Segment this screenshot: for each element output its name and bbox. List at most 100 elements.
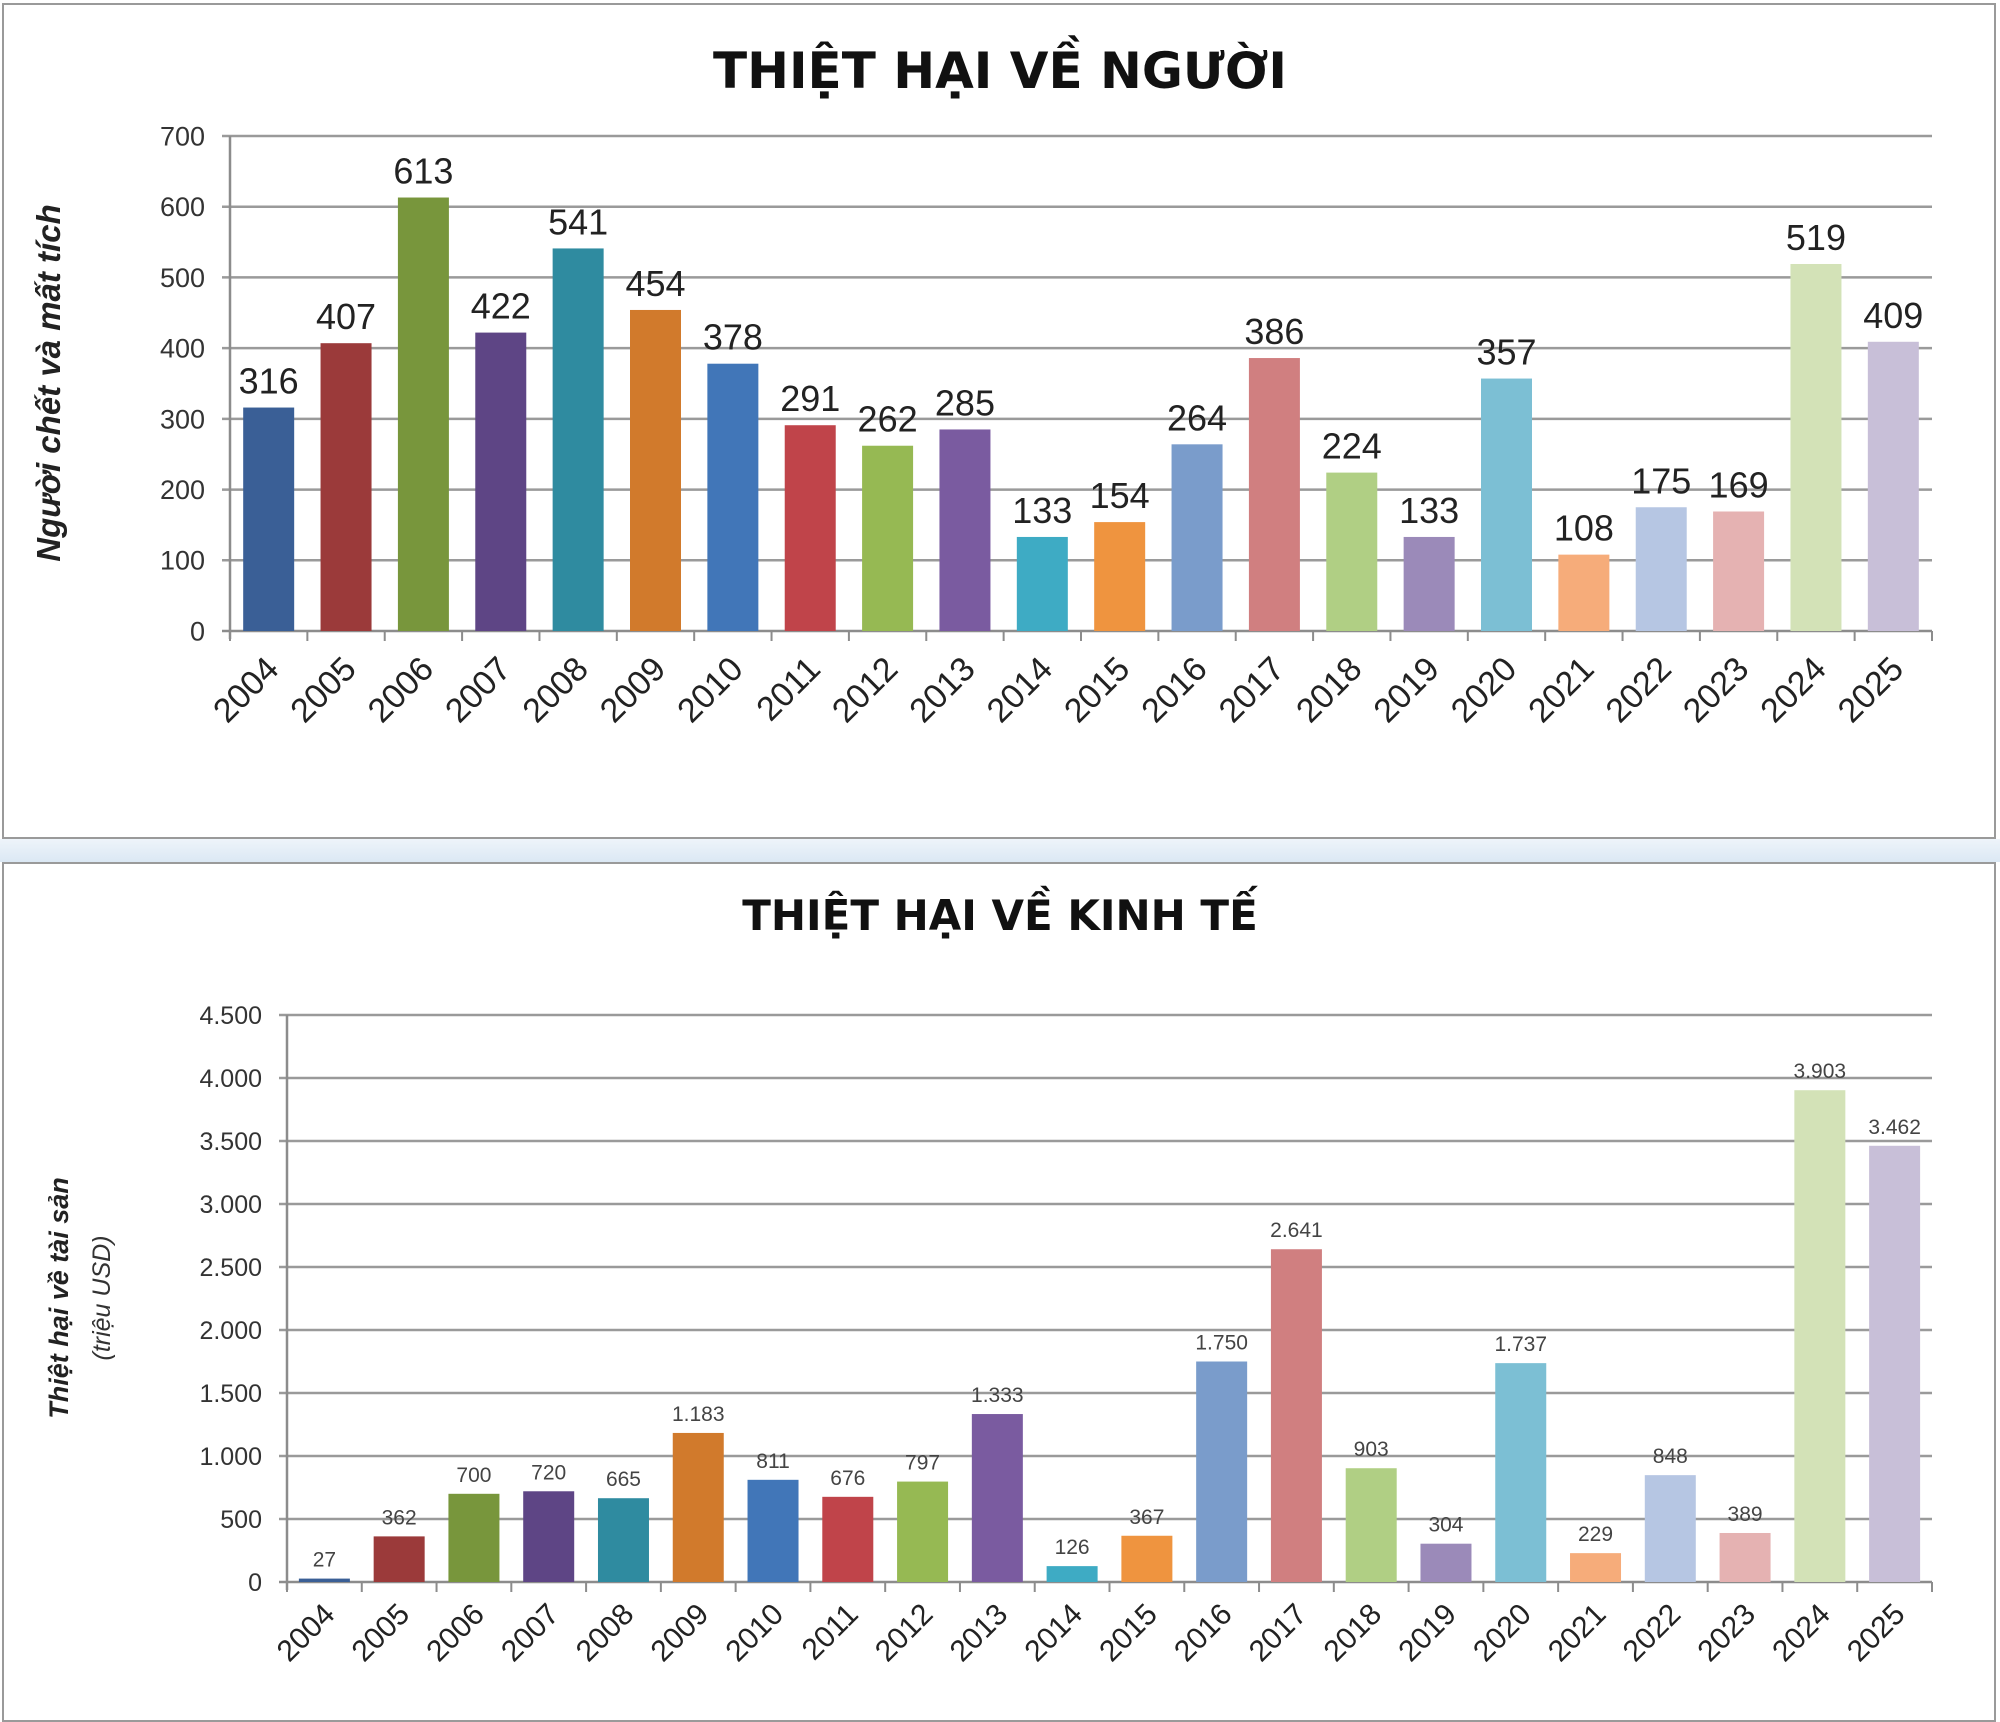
chart-1-data-label: 407 [316, 296, 376, 337]
chart-2-data-label: 811 [756, 1450, 789, 1473]
chart-2-y-tick-label: 1.500 [199, 1380, 262, 1408]
chart-1-data-label: 519 [1786, 217, 1846, 258]
chart-2-bar-2008 [597, 1498, 649, 1582]
chart-2-x-tick-label: 2017 [1243, 1598, 1314, 1669]
chart-1-data-label: 262 [858, 399, 918, 440]
chart-1-x-tick-label: 2022 [1599, 650, 1679, 730]
chart-1-y-axis-label: Người chết và mất tích [30, 204, 67, 561]
chart-2-data-label: 304 [1428, 1514, 1463, 1537]
chart-2-bar-2012 [897, 1481, 949, 1582]
chart-1-bar-2011 [784, 425, 836, 631]
chart-2-x-tick-label: 2015 [1093, 1598, 1164, 1669]
chart-2-x-tick-label: 2018 [1318, 1598, 1389, 1669]
panel-separator [0, 839, 2000, 862]
chart-1-x-tick-label: 2016 [1134, 650, 1214, 730]
chart-1-data-label: 264 [1167, 397, 1227, 438]
chart-1-y-tick-label: 300 [160, 404, 205, 434]
chart-1-x-tick-label: 2025 [1831, 650, 1911, 730]
chart-1-y-tick-label: 400 [160, 334, 205, 364]
chart-2-data-label: 720 [531, 1461, 566, 1484]
chart-1-bar-2005 [320, 343, 372, 631]
chart-2-data-label: 665 [606, 1468, 641, 1491]
chart-1-x-tick-label: 2008 [515, 650, 595, 730]
chart-1-bar-2014 [1016, 536, 1068, 631]
chart-2-bar-2006 [448, 1493, 500, 1582]
chart-1-title: THIỆT HẠI VỀ NGƯỜI [713, 35, 1287, 100]
chart-2-x-tick-label: 2025 [1841, 1598, 1912, 1669]
chart-2-data-label: 1.750 [1195, 1332, 1248, 1355]
chart-2-data-label: 848 [1653, 1445, 1688, 1468]
chart-1-data-label: 613 [393, 151, 453, 192]
chart-2-x-tick-label: 2021 [1542, 1598, 1613, 1669]
chart-1-y-tick-label: 500 [160, 263, 205, 293]
chart-2-bar-2015 [1121, 1535, 1173, 1582]
chart-1-bar-2019 [1403, 536, 1455, 631]
chart-2-bar-2021 [1570, 1553, 1622, 1582]
chart-2-data-label: 126 [1055, 1536, 1090, 1559]
chart-1-data-label: 357 [1476, 332, 1536, 373]
chart-1-x-tick-label: 2005 [283, 650, 363, 730]
chart-2-x-tick-label: 2014 [1019, 1598, 1090, 1669]
chart-1-bar-2007 [475, 332, 527, 631]
chart-2-y-tick-label: 4.500 [199, 1002, 262, 1030]
chart-1-bar-2021 [1558, 554, 1610, 631]
chart-1-x-tick-label: 2014 [980, 650, 1060, 730]
chart-2-bar-2009 [672, 1432, 724, 1582]
chart-1-data-label: 378 [703, 317, 763, 358]
chart-1-data-label: 285 [935, 382, 995, 423]
chart-1-x-tick-label: 2007 [438, 650, 518, 730]
chart-1-data-label: 409 [1863, 295, 1923, 336]
chart-1-x-tick-label: 2018 [1289, 650, 1369, 730]
chart-2-x-tick-label: 2020 [1467, 1598, 1538, 1669]
chart-2-data-label: 1.183 [672, 1403, 725, 1426]
chart-1-x-tick-label: 2024 [1753, 650, 1833, 730]
chart-2-bar-2004 [298, 1578, 350, 1582]
chart-2-bar-2011 [822, 1496, 874, 1582]
chart-2-y-tick-label: 4.000 [199, 1065, 262, 1093]
chart-1-data-label: 316 [239, 361, 299, 402]
chart-2-data-label: 229 [1578, 1523, 1613, 1546]
chart-1-bar-2004 [243, 407, 295, 631]
chart-2-x-tick-label: 2016 [1168, 1598, 1239, 1669]
chart-1-x-tick-label: 2012 [825, 650, 905, 730]
chart-1-bar-2008 [552, 248, 604, 631]
chart-2-x-tick-label: 2023 [1691, 1598, 1762, 1669]
chart-1-data-label: 108 [1554, 508, 1614, 549]
chart-1-x-tick-label: 2009 [593, 650, 673, 730]
chart-2-y-tick-label: 3.500 [199, 1128, 262, 1156]
chart-1-bar-2017 [1248, 358, 1300, 631]
chart-2-x-tick-label: 2011 [796, 1598, 865, 1667]
chart-2-data-label: 700 [456, 1464, 491, 1487]
chart-2-x-tick-label: 2013 [944, 1598, 1015, 1669]
chart-1-data-label: 133 [1012, 490, 1072, 531]
chart-2-bar-2025 [1869, 1145, 1921, 1582]
chart-2-y-tick-label: 2.000 [199, 1317, 262, 1345]
chart-2-x-tick-label: 2012 [869, 1598, 940, 1669]
chart-2-bar-2014 [1046, 1566, 1098, 1582]
chart-1-y-tick-label: 200 [160, 475, 205, 505]
chart-2-title: THIỆT HẠI VỀ KINH TẾ [742, 885, 1258, 940]
chart-1-bar-2009 [630, 309, 681, 631]
chart-2-bar-2018 [1345, 1468, 1397, 1582]
chart-1-bar-2013 [939, 429, 991, 631]
chart-1-bar-2010 [707, 363, 759, 631]
chart-2-x-tick-label: 2010 [719, 1598, 790, 1669]
chart-1-bar-2016 [1171, 444, 1223, 631]
chart-2-data-label: 389 [1728, 1503, 1763, 1526]
chart-1-data-label: 454 [625, 263, 685, 304]
chart-1-y-tick-label: 100 [160, 546, 205, 576]
chart-2-y-tick-label: 500 [220, 1506, 262, 1534]
chart-2-x-tick-label: 2009 [645, 1598, 716, 1669]
chart-1-bar-2006 [397, 197, 449, 631]
chart-1-data-label: 291 [780, 378, 840, 419]
chart-2-bar-2019 [1420, 1543, 1472, 1582]
chart-2-bar-2016 [1196, 1361, 1248, 1582]
chart-1-bar-2015 [1094, 522, 1146, 631]
chart-1-bar-2024 [1790, 263, 1842, 631]
chart-2-x-tick-label: 2005 [346, 1598, 417, 1669]
chart-1-bar-2018 [1326, 472, 1378, 631]
chart-2-data-label: 27 [313, 1549, 336, 1572]
chart-2-y-axis-unit: (triệu USD) [88, 1235, 116, 1360]
chart-1-y-tick-label: 600 [160, 192, 205, 222]
